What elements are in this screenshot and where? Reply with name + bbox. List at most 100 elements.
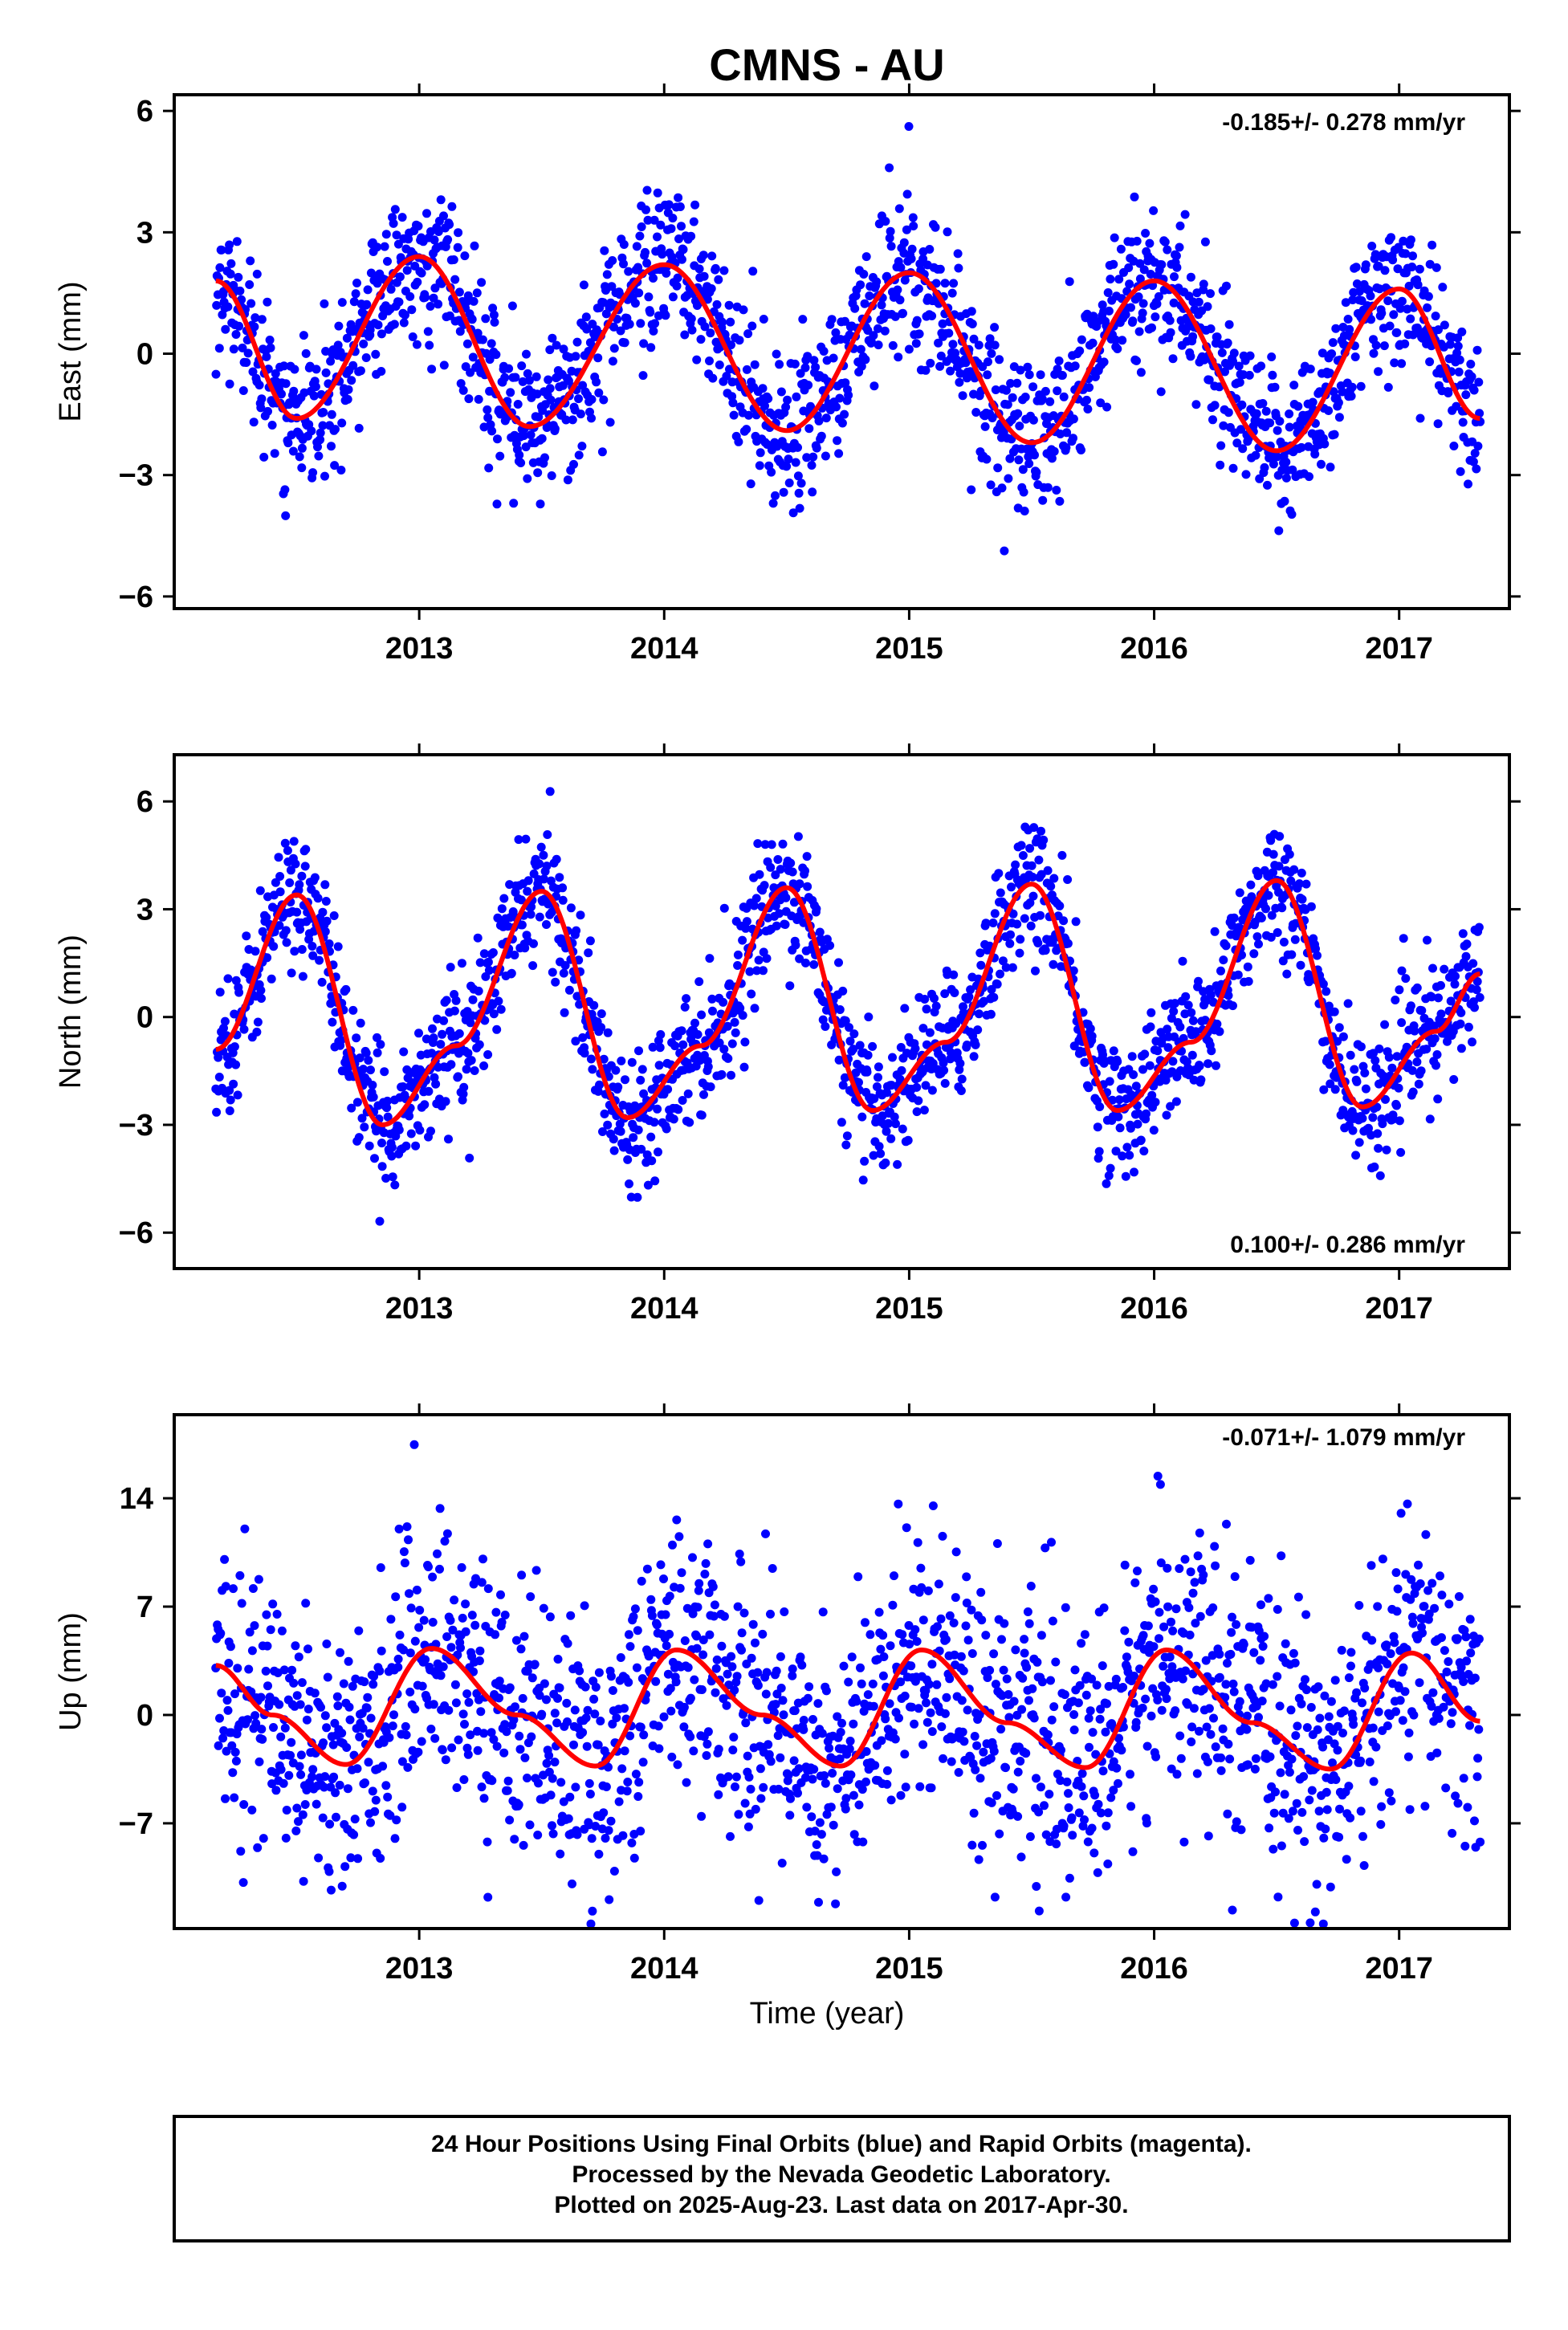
data-point — [1104, 306, 1114, 316]
data-point — [1186, 352, 1195, 361]
data-point — [472, 288, 482, 298]
data-point — [266, 1625, 275, 1635]
data-point — [376, 1563, 385, 1572]
data-point — [226, 259, 236, 268]
data-point — [1456, 1044, 1466, 1053]
data-point — [1350, 352, 1360, 361]
data-point — [990, 340, 1000, 350]
data-point — [607, 282, 617, 291]
data-point — [785, 981, 795, 991]
data-point — [1135, 274, 1145, 283]
data-point — [755, 461, 764, 470]
data-point — [703, 1539, 713, 1549]
data-point — [579, 280, 589, 290]
data-point — [514, 835, 523, 845]
data-point — [563, 475, 572, 485]
data-point — [383, 1112, 393, 1122]
data-point — [722, 1701, 731, 1710]
data-point — [496, 1590, 505, 1599]
data-point — [375, 1216, 385, 1226]
data-point — [938, 319, 947, 328]
data-point — [1127, 1052, 1137, 1061]
data-point — [675, 202, 685, 211]
data-point — [354, 1626, 364, 1635]
data-point — [819, 1854, 829, 1864]
data-point — [1324, 406, 1334, 415]
data-point — [759, 966, 768, 976]
data-point — [568, 1879, 576, 1888]
data-point — [349, 1830, 359, 1839]
data-point — [417, 268, 426, 278]
data-point — [1138, 1631, 1148, 1640]
data-point — [479, 949, 489, 959]
data-point — [449, 255, 458, 264]
data-point — [953, 249, 963, 259]
data-point — [220, 1554, 230, 1564]
data-point — [1115, 1123, 1125, 1133]
data-point — [614, 1797, 624, 1807]
data-point — [1028, 382, 1038, 392]
data-point — [719, 1045, 729, 1054]
data-point — [1449, 1075, 1459, 1084]
data-point — [931, 222, 940, 232]
data-point — [441, 1755, 450, 1765]
data-point — [942, 1693, 951, 1702]
data-point — [1243, 962, 1252, 972]
data-point — [874, 340, 883, 350]
data-point — [343, 394, 352, 404]
data-point — [1406, 314, 1415, 324]
data-point — [643, 215, 653, 225]
data-point — [352, 1764, 362, 1774]
data-point — [1013, 409, 1023, 418]
data-point — [211, 369, 221, 379]
data-point — [1354, 1138, 1364, 1147]
data-point — [914, 284, 923, 294]
data-point — [639, 1089, 649, 1098]
data-point — [734, 437, 743, 446]
data-point — [1000, 1619, 1009, 1628]
data-point — [908, 213, 918, 222]
data-point — [902, 225, 911, 234]
data-point — [906, 254, 916, 263]
data-point — [1124, 263, 1134, 272]
data-point — [586, 1054, 596, 1064]
data-point — [616, 1126, 625, 1136]
data-point — [813, 1699, 823, 1709]
data-point — [1135, 259, 1145, 268]
data-point — [462, 1689, 472, 1699]
data-point — [1384, 1053, 1394, 1062]
data-point — [218, 310, 227, 320]
data-point — [548, 1829, 558, 1839]
data-point — [1096, 398, 1106, 408]
data-point — [1037, 1631, 1046, 1640]
data-point — [562, 1698, 572, 1708]
data-point — [289, 386, 299, 396]
data-point — [742, 917, 751, 927]
data-point — [595, 1080, 604, 1090]
data-point — [456, 1643, 465, 1652]
data-point — [446, 1060, 456, 1069]
data-point — [624, 1677, 633, 1687]
data-point — [434, 299, 443, 309]
data-point — [790, 1706, 800, 1716]
data-point — [292, 1691, 302, 1701]
data-point — [555, 1683, 564, 1693]
data-point — [999, 1665, 1008, 1675]
data-point — [312, 1799, 321, 1809]
data-point — [327, 442, 336, 451]
data-point — [755, 448, 765, 458]
data-point — [853, 1572, 863, 1582]
x-tick-label: 2017 — [1365, 632, 1433, 666]
data-point — [307, 942, 317, 951]
data-point — [841, 1140, 851, 1150]
data-point — [1026, 921, 1036, 931]
data-point — [225, 379, 234, 389]
data-point — [519, 1631, 529, 1641]
data-point — [686, 1693, 695, 1703]
data-point — [1393, 264, 1403, 274]
data-point — [1354, 287, 1364, 296]
data-point — [1025, 1832, 1035, 1841]
data-point — [829, 353, 838, 363]
data-point — [985, 334, 995, 344]
data-point — [671, 1677, 681, 1687]
